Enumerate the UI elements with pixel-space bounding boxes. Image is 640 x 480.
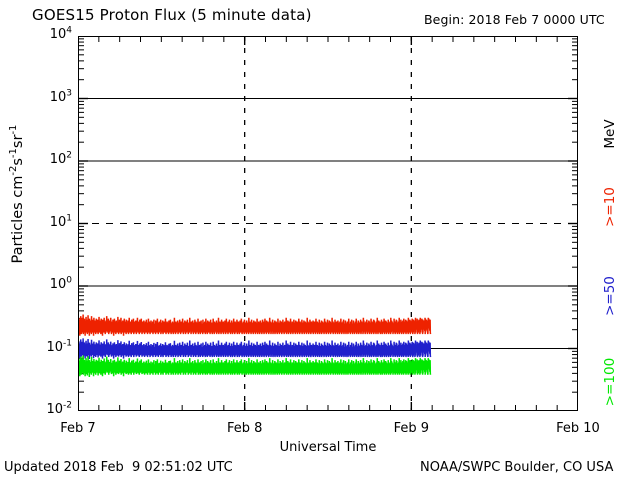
page-title: GOES15 Proton Flux (5 minute data) [32,6,312,24]
y-axis-title: Particles cm-2s-1sr-1 [8,124,26,264]
plot-area [78,36,578,411]
y-tick-label: 100 [49,275,72,292]
x-tick-label: Feb 8 [226,421,263,436]
y-tick-label: 103 [49,88,72,105]
x-tick-label: Feb 7 [60,421,96,436]
updated-timestamp: Updated 2018 Feb 9 02:51:02 UTC [4,460,233,475]
x-axis-title: Universal Time [279,440,377,455]
x-tick-label: Feb 10 [556,421,600,436]
y-tick-label: 10-1 [46,338,72,355]
x-tick-label: Feb 9 [393,421,430,436]
legend-item-ge100: >=100 [602,357,618,407]
plot-frame [78,36,578,411]
plot-canvas [78,36,578,411]
y-tick-label: 104 [49,25,72,42]
y-tick-label: 102 [49,150,72,167]
source-attribution: NOAA/SWPC Boulder, CO USA [420,460,614,475]
y-tick-label: 10-2 [46,400,72,417]
y-tick-label: 101 [49,213,72,230]
begin-time-label: Begin: 2018 Feb 7 0000 UTC [424,12,605,27]
